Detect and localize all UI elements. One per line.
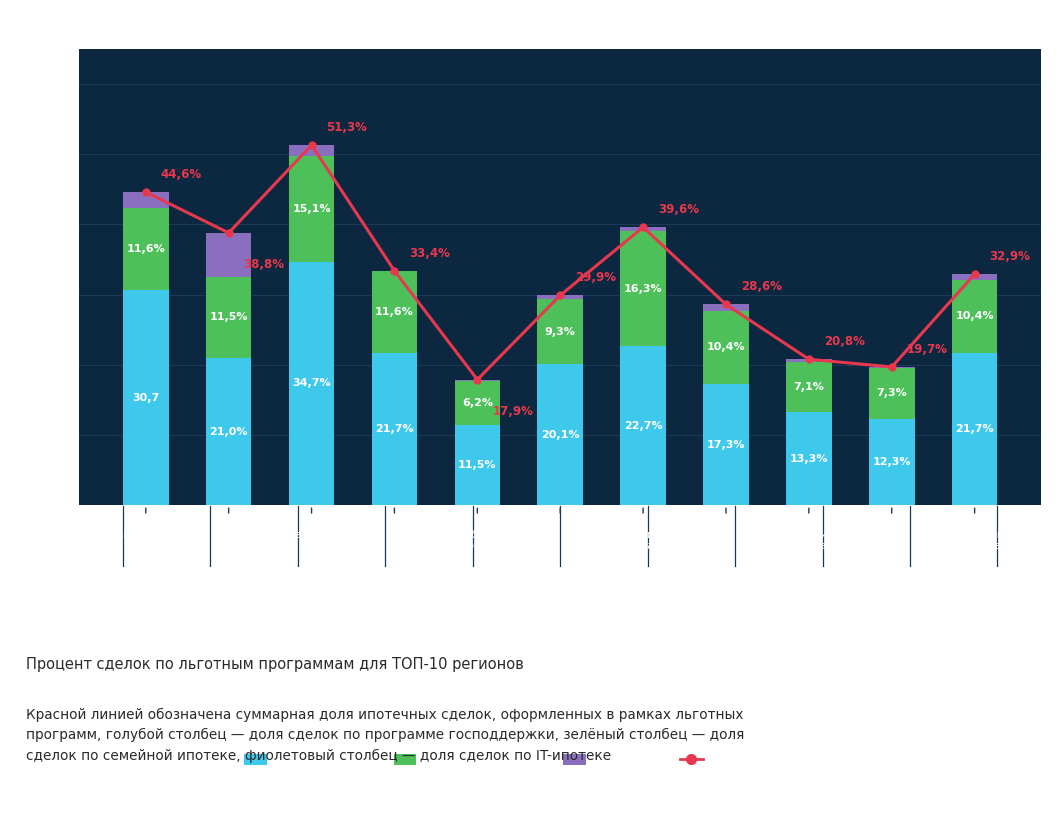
Bar xyxy=(620,346,666,505)
Bar xyxy=(206,358,252,505)
Bar xyxy=(455,381,500,425)
Text: 51,3%: 51,3% xyxy=(327,121,368,134)
Bar xyxy=(372,271,418,353)
Text: 11,6%: 11,6% xyxy=(375,307,414,317)
Text: 9,3%: 9,3% xyxy=(544,327,576,337)
Text: 38,8%: 38,8% xyxy=(243,258,284,271)
Bar xyxy=(206,277,252,358)
Text: 6,2%: 6,2% xyxy=(462,398,493,408)
Text: Свердловская
область: Свердловская область xyxy=(518,599,602,621)
Bar xyxy=(537,364,583,505)
Text: 17,3%: 17,3% xyxy=(707,439,745,450)
Bar xyxy=(289,145,334,156)
Bar xyxy=(372,353,418,505)
Text: Московская
область: Московская область xyxy=(175,599,245,621)
Bar xyxy=(123,290,168,505)
Bar xyxy=(289,156,334,262)
Text: 44,6%: 44,6% xyxy=(161,168,202,181)
Bar xyxy=(620,231,666,346)
Bar xyxy=(703,384,748,505)
Text: 33,4%: 33,4% xyxy=(409,247,450,260)
Text: 28,6%: 28,6% xyxy=(741,280,782,293)
Bar xyxy=(123,192,168,209)
Bar xyxy=(455,380,500,381)
Text: 7,3%: 7,3% xyxy=(876,388,907,399)
Bar xyxy=(952,275,998,280)
Bar xyxy=(952,353,998,505)
Text: 20,8%: 20,8% xyxy=(823,335,865,348)
Text: Республика
Татарстан: Республика Татарстан xyxy=(700,599,769,621)
Text: 11,5%: 11,5% xyxy=(458,460,497,470)
Bar xyxy=(703,311,748,384)
Text: 10,4%: 10,4% xyxy=(707,342,745,352)
Bar xyxy=(206,233,252,277)
Bar xyxy=(786,362,832,412)
Text: 20,1%: 20,1% xyxy=(541,430,579,440)
Bar xyxy=(537,295,583,299)
Text: Краснодарский
край: Краснодарский край xyxy=(601,530,694,552)
Legend: гос. программа, семейная ипотека, IT-ипотека, доля льготных программ: гос. программа, семейная ипотека, IT-ипо… xyxy=(239,749,882,772)
Text: 12,3%: 12,3% xyxy=(872,457,911,467)
Text: Ростовская
область: Ростовская область xyxy=(964,530,1031,552)
Text: Тюменская
область: Тюменская область xyxy=(352,599,419,621)
Text: 13,3%: 13,3% xyxy=(790,454,828,464)
Text: Республика
Башкортостан: Республика Башкортостан xyxy=(429,530,516,552)
Text: 15,1%: 15,1% xyxy=(293,204,331,214)
Text: Процент сделок по льготным программам для ТОП-10 регионов: Процент сделок по льготным программам дл… xyxy=(26,657,524,672)
Text: Красной линией обозначена суммарная доля ипотечных сделок, оформленных в рамках : Красной линией обозначена суммарная доля… xyxy=(26,707,745,763)
Bar xyxy=(786,359,832,362)
Text: Москва: Москва xyxy=(101,530,145,540)
Text: 29,9%: 29,9% xyxy=(575,271,616,284)
Bar xyxy=(952,280,998,353)
Bar xyxy=(455,425,500,505)
Bar xyxy=(123,209,168,290)
Bar xyxy=(869,368,914,419)
Text: 22,7%: 22,7% xyxy=(624,421,663,430)
Text: 30,7: 30,7 xyxy=(132,393,160,403)
Text: 7,1%: 7,1% xyxy=(794,382,824,392)
Bar xyxy=(289,262,334,505)
Text: Челябинская
область: Челябинская область xyxy=(783,530,861,552)
Text: 21,0%: 21,0% xyxy=(209,426,248,437)
Text: Красноярский
край: Красноярский край xyxy=(868,599,952,621)
Text: 11,5%: 11,5% xyxy=(209,312,248,323)
Text: 11,6%: 11,6% xyxy=(127,244,165,254)
Bar xyxy=(786,412,832,505)
Text: 17,9%: 17,9% xyxy=(493,405,533,418)
Text: 19,7%: 19,7% xyxy=(907,343,947,356)
Bar xyxy=(620,227,666,231)
Text: 39,6%: 39,6% xyxy=(659,203,699,216)
Text: 34,7%: 34,7% xyxy=(292,378,331,389)
Text: 16,3%: 16,3% xyxy=(624,284,663,293)
Text: 21,7%: 21,7% xyxy=(375,424,413,434)
Text: Санкт-Петербург: Санкт-Петербург xyxy=(246,530,350,540)
Bar xyxy=(703,305,748,311)
Text: 10,4%: 10,4% xyxy=(956,311,994,321)
Bar xyxy=(537,299,583,364)
Text: 21,7%: 21,7% xyxy=(956,424,994,434)
Text: 32,9%: 32,9% xyxy=(989,250,1031,263)
Bar xyxy=(869,419,914,505)
